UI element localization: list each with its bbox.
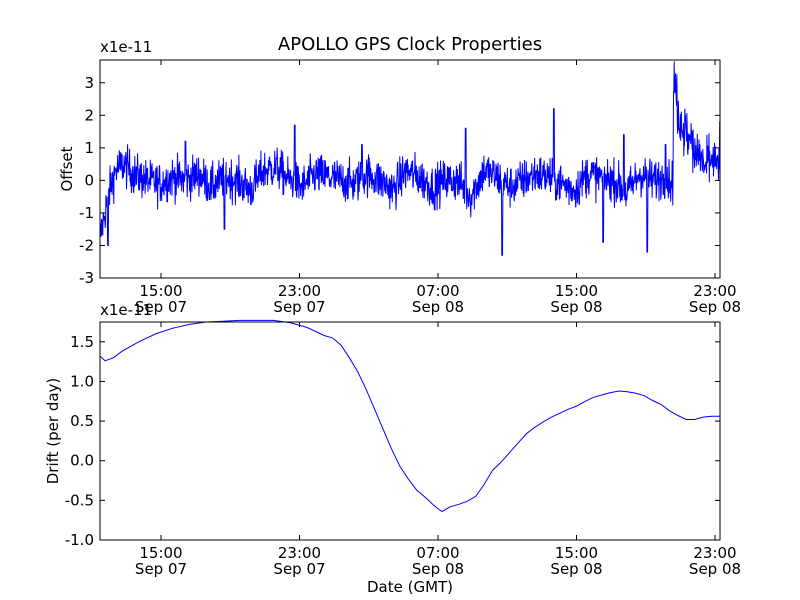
x-tick-time-label: 23:00 <box>693 282 736 300</box>
drift-y-axis-label: Drift (per day) <box>44 378 62 485</box>
y-tick-label: 1 <box>84 139 94 157</box>
x-tick-date-label: Sep 07 <box>273 298 325 316</box>
chart-title: APOLLO GPS Clock Properties <box>278 34 542 55</box>
offset-scale-label: x1e-11 <box>100 38 152 56</box>
x-tick-time-label: 15:00 <box>555 282 598 300</box>
offset-chart: APOLLO GPS Clock Properties x1e-11 Offse… <box>58 34 741 316</box>
y-tick-label: 0 <box>84 171 94 189</box>
y-tick-label: -3 <box>79 269 94 287</box>
drift-x-axis-label: Date (GMT) <box>367 578 453 596</box>
x-tick-date-label: Sep 08 <box>689 560 741 578</box>
x-tick-time-label: 23:00 <box>278 544 321 562</box>
x-tick-time-label: 07:00 <box>416 544 459 562</box>
x-tick-date-label: Sep 08 <box>412 298 464 316</box>
x-tick-time-label: 07:00 <box>416 282 459 300</box>
offset-plot-frame <box>99 59 721 279</box>
drift-scale-label: x1e-11 <box>100 301 152 319</box>
offset-y-axis-label: Offset <box>58 146 76 191</box>
y-tick-label: 1.5 <box>70 333 94 351</box>
y-tick-label: -1 <box>79 204 94 222</box>
y-tick-label: -2 <box>79 236 94 254</box>
x-tick-date-label: Sep 08 <box>689 298 741 316</box>
x-tick-date-label: Sep 08 <box>550 298 602 316</box>
x-tick-date-label: Sep 07 <box>135 560 187 578</box>
x-tick-time-label: 23:00 <box>693 544 736 562</box>
y-tick-label: 1.0 <box>70 372 94 390</box>
y-tick-label: 0.5 <box>70 412 94 430</box>
offset-series-line <box>99 61 721 256</box>
x-tick-date-label: Sep 07 <box>273 560 325 578</box>
x-tick-date-label: Sep 08 <box>412 560 464 578</box>
drift-series-line <box>99 319 720 513</box>
x-tick-date-label: Sep 08 <box>550 560 602 578</box>
y-tick-label: -0.5 <box>65 491 94 509</box>
x-tick-time-label: 15:00 <box>555 544 598 562</box>
y-tick-label: 0.0 <box>70 452 94 470</box>
x-tick-time-label: 23:00 <box>278 282 321 300</box>
x-tick-date-label: Sep 07 <box>135 298 187 316</box>
drift-chart: x1e-11 Drift (per day) Date (GMT) -1.0 -0… <box>44 301 741 596</box>
drift-plot-frame <box>99 321 721 541</box>
y-tick-label: 3 <box>84 74 94 92</box>
x-tick-time-label: 15:00 <box>139 282 182 300</box>
y-tick-label: 2 <box>84 106 94 124</box>
x-tick-time-label: 15:00 <box>139 544 182 562</box>
y-tick-label: -1.0 <box>65 531 94 549</box>
